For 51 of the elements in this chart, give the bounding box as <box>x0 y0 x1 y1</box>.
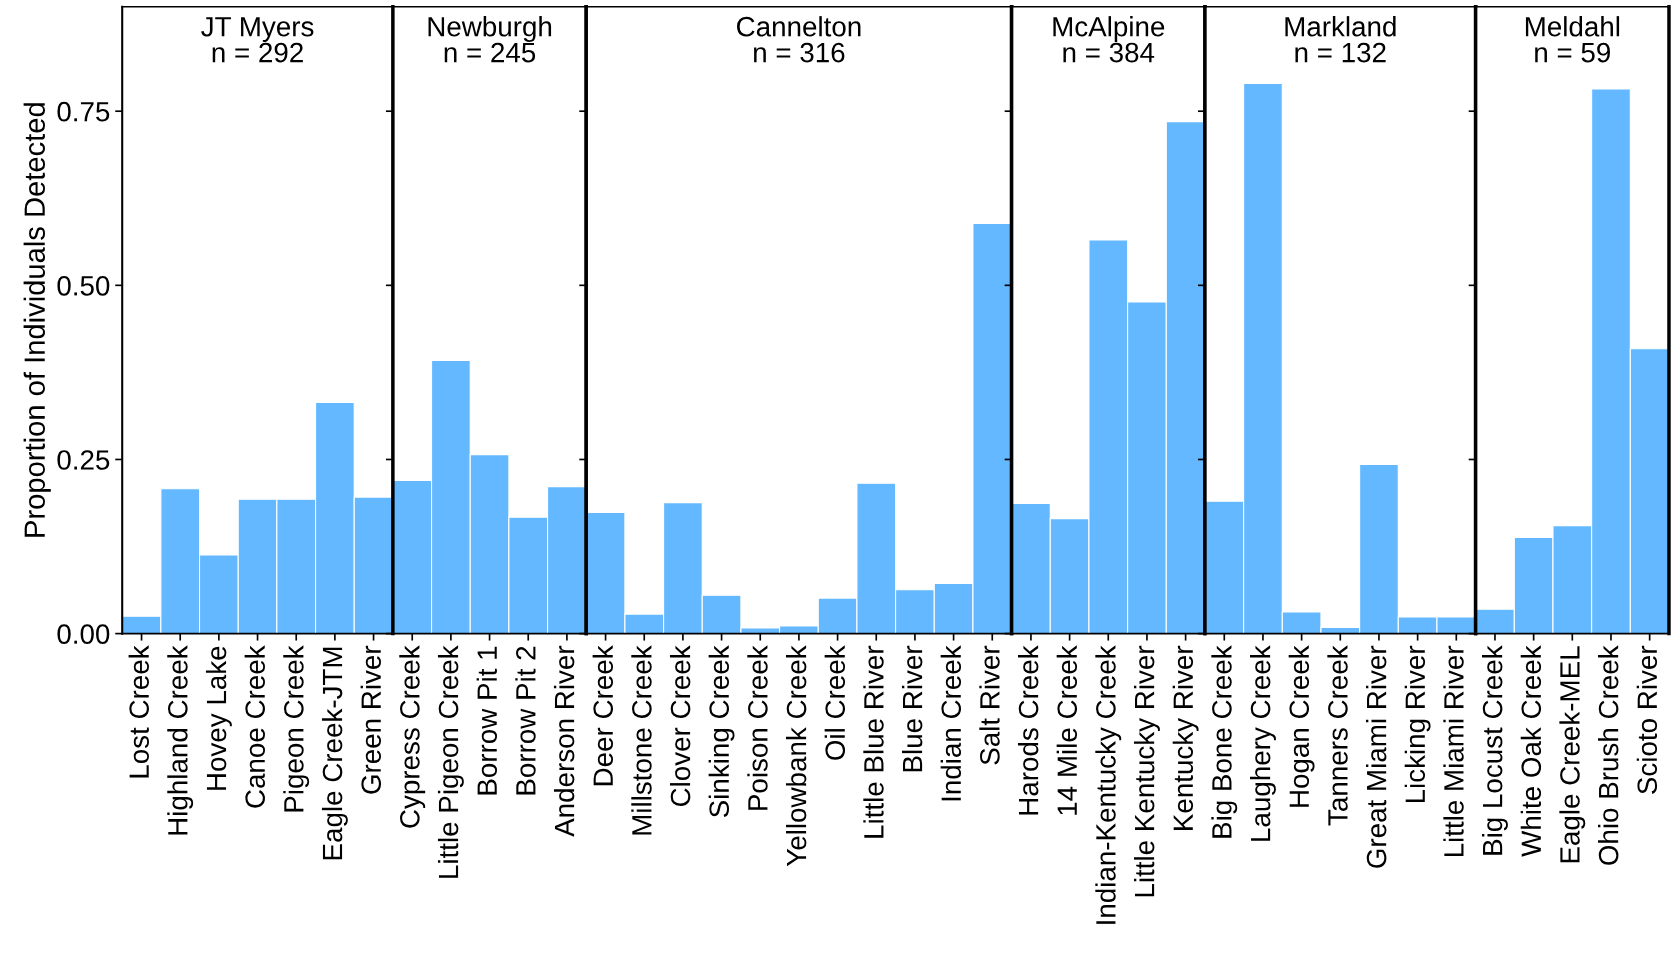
x-tick-label: Licking River <box>1404 645 1431 803</box>
x-tick-label: Ohio Brush Creek <box>1598 645 1619 865</box>
y-tick-label: 0.25 <box>57 450 110 470</box>
y-tick-label: 0.75 <box>57 101 110 122</box>
x-tick-label: Green River <box>360 645 382 794</box>
text: Markland n = 132 <box>1285 16 1396 63</box>
x-tick-label: 14 Mile Creek <box>1056 645 1078 815</box>
x-tick-label: Little Blue River <box>863 645 884 838</box>
x-tick-label: Little Pigeon Creek <box>437 645 464 878</box>
x-tick-label: Anderson River <box>553 645 575 837</box>
y-tick-label: 0.00 <box>57 624 110 644</box>
x-tick-label: Oil Creek <box>824 645 846 760</box>
x-tick-label: Kentucky River <box>1172 645 1199 830</box>
x-tick-label: Borrow Pit 1 <box>476 646 498 795</box>
x-tick-label: Eagle Creek-MEL <box>1559 646 1586 863</box>
x-tick-label: Harods Creek <box>1017 645 1039 815</box>
x-tick-label: Laughery Creek <box>1250 645 1276 841</box>
text: Cannelton n = 316 <box>737 16 861 63</box>
x-tick-label: Hogan Creek <box>1288 645 1315 807</box>
x-tick-label: Poison Creek <box>747 645 768 810</box>
x-tick-label: Salt River <box>979 645 1000 765</box>
x-tick-label: Hovey Lake <box>205 646 232 790</box>
x-tick-label: Big Locust Creek <box>1482 645 1508 855</box>
x-tick-label: Blue River <box>901 645 923 772</box>
text: McAlpine n = 384 <box>1053 16 1165 63</box>
text: Newburgh n = 245 <box>428 16 552 63</box>
text: JT Myers n = 292 <box>201 17 314 63</box>
x-tick-label: Great Miami River <box>1366 645 1387 868</box>
y-tick-label: 0.50 <box>57 276 110 296</box>
text: Meldahl n = 59 <box>1525 16 1620 63</box>
x-tick-label: Yellowbank Creek <box>785 645 807 867</box>
x-tick-label: Indian Creek <box>940 645 962 801</box>
x-tick-label: Canoe Creek <box>244 645 265 808</box>
x-tick-label: Little Kentucky River <box>1133 645 1160 897</box>
x-tick-label: Lost Creek <box>128 645 149 778</box>
x-tick-label: Sinking Creek <box>708 645 735 818</box>
x-tick-label: Clover Creek <box>669 645 691 807</box>
x-tick-label: Tanners Creek <box>1327 645 1348 826</box>
x-tick-label: Indian-Kentucky Creek <box>1095 645 1122 924</box>
y-axis-title: Proportion of Individuals Detected <box>23 103 51 537</box>
x-tick-label: White Oak Creek <box>1520 645 1542 857</box>
x-tick-label: Borrow Pit 2 <box>515 646 536 795</box>
x-tick-label: Highland Creek <box>167 645 194 835</box>
x-tick-label: Little Miami River <box>1443 645 1464 857</box>
x-tick-label: Scioto River <box>1636 645 1658 794</box>
x-tick-label: Pigeon Creek <box>283 645 310 812</box>
x-tick-label: Eagle Creek-JTM <box>321 647 348 860</box>
x-tick-label: Big Bone Creek <box>1211 645 1238 838</box>
x-tick-label: Millstone Creek <box>631 645 652 835</box>
x-tick-label: Deer Creek <box>592 645 614 786</box>
x-tick-label: Cypress Creek <box>399 645 426 828</box>
